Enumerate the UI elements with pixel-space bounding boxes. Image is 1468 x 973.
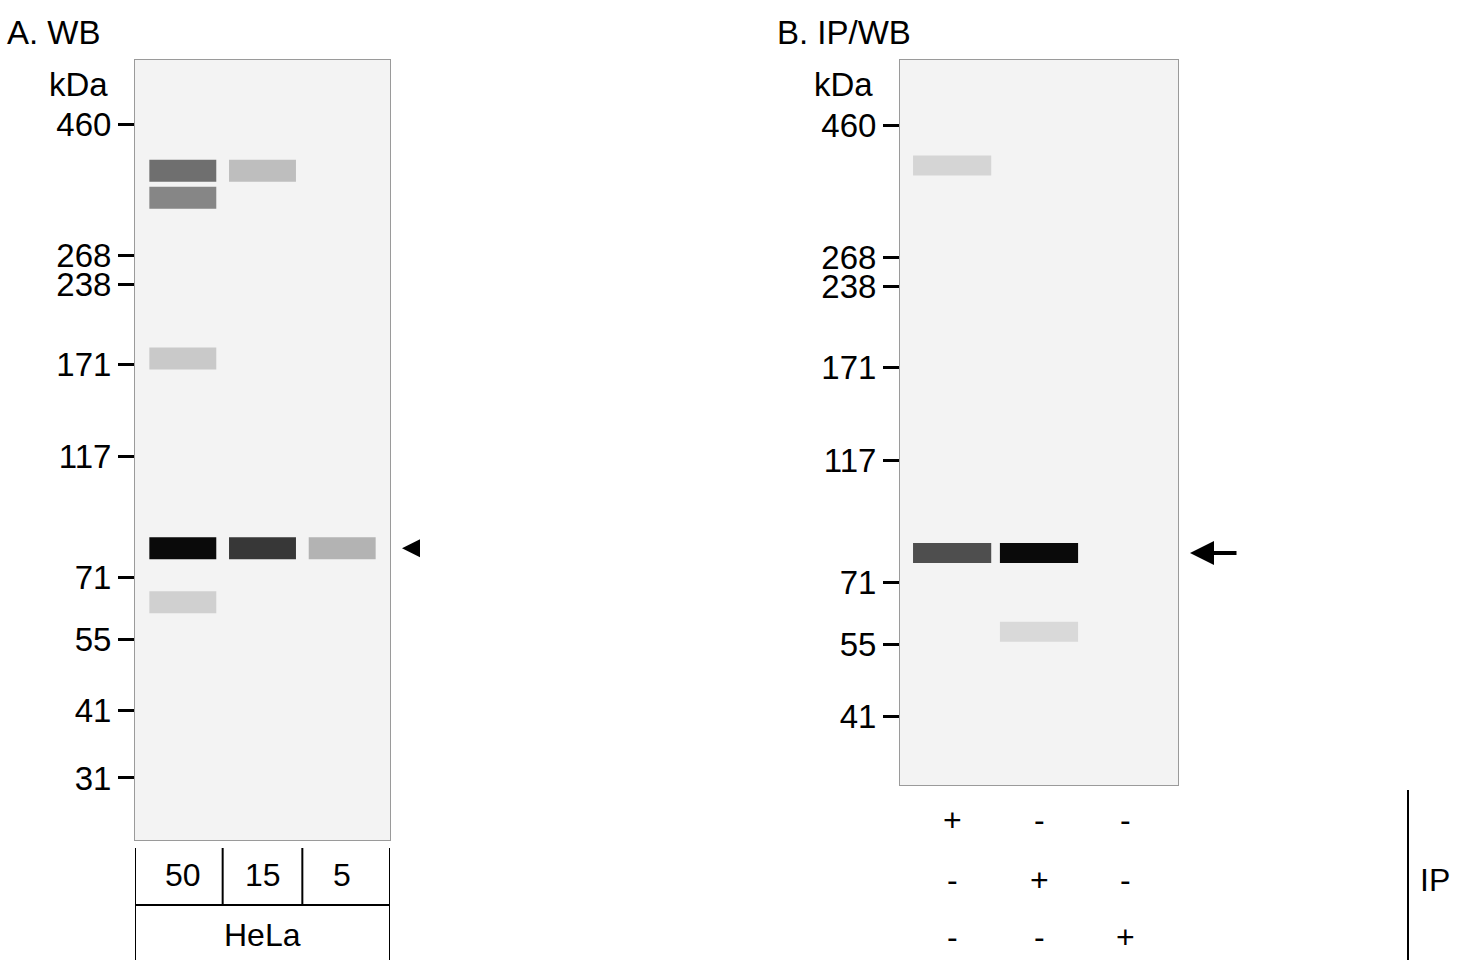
svg-text:41: 41 bbox=[75, 692, 112, 729]
svg-text:171: 171 bbox=[821, 349, 876, 386]
svg-text:-: - bbox=[1120, 802, 1131, 838]
svg-text:kDa: kDa bbox=[814, 66, 873, 103]
svg-text:238: 238 bbox=[56, 266, 111, 303]
svg-text:31: 31 bbox=[75, 760, 112, 797]
svg-text:15: 15 bbox=[245, 857, 281, 893]
svg-text:-: - bbox=[947, 919, 958, 955]
svg-text:HeLa: HeLa bbox=[224, 917, 301, 953]
svg-text:-: - bbox=[1120, 862, 1131, 898]
svg-text:-: - bbox=[947, 862, 958, 898]
svg-text:-: - bbox=[1034, 802, 1045, 838]
svg-text:IP: IP bbox=[1420, 862, 1450, 898]
svg-text:71: 71 bbox=[75, 559, 112, 596]
svg-text:460: 460 bbox=[821, 107, 876, 144]
svg-text:117: 117 bbox=[59, 438, 112, 475]
svg-text:55: 55 bbox=[840, 626, 877, 663]
svg-text:238: 238 bbox=[821, 268, 876, 305]
svg-text:-: - bbox=[1034, 919, 1045, 955]
svg-text:55: 55 bbox=[75, 621, 112, 658]
svg-text:+: + bbox=[943, 802, 962, 838]
svg-text:5: 5 bbox=[333, 857, 351, 893]
svg-text:171: 171 bbox=[56, 346, 111, 383]
svg-text:B. IP/WB: B. IP/WB bbox=[777, 14, 911, 51]
svg-text:117: 117 bbox=[824, 442, 877, 479]
svg-text:268: 268 bbox=[821, 239, 876, 276]
svg-text:268: 268 bbox=[56, 237, 111, 274]
svg-text:+: + bbox=[1116, 919, 1135, 955]
svg-text:kDa: kDa bbox=[49, 66, 108, 103]
svg-text:A. WB: A. WB bbox=[7, 14, 101, 51]
svg-text:460: 460 bbox=[56, 106, 111, 143]
svg-text:41: 41 bbox=[840, 698, 877, 735]
svg-text:+: + bbox=[1030, 862, 1049, 898]
svg-text:71: 71 bbox=[840, 564, 877, 601]
svg-text:50: 50 bbox=[165, 857, 201, 893]
